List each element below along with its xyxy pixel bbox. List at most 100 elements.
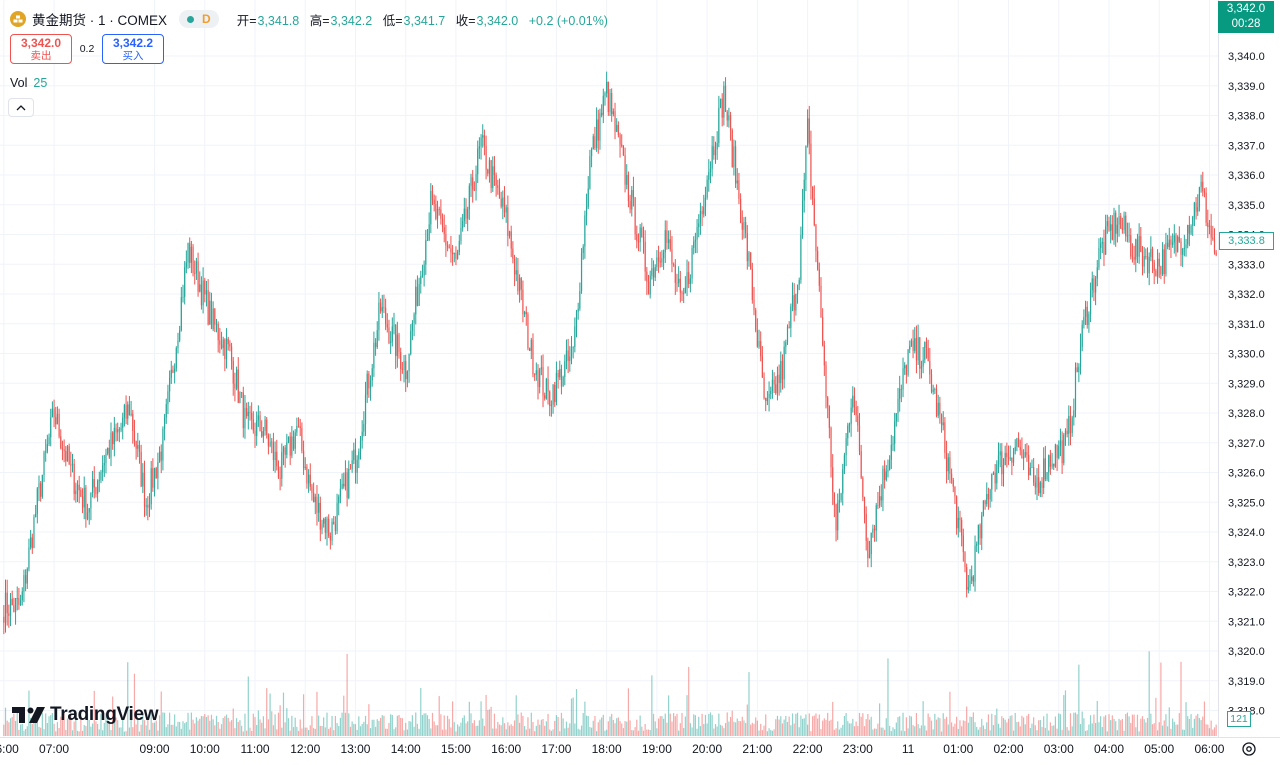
- candle-body: [808, 118, 810, 144]
- market-status-pill[interactable]: D: [179, 10, 219, 28]
- time-tick-label: 20:00: [692, 742, 722, 756]
- price-axis[interactable]: 3,340.03,339.03,338.03,337.03,336.03,335…: [1228, 51, 1265, 718]
- candle-body: [631, 190, 633, 210]
- candle-body: [366, 373, 368, 395]
- candle-body: [1100, 243, 1102, 248]
- volume-bar: [940, 731, 943, 736]
- candle-body: [503, 197, 506, 213]
- collapse-legend-button[interactable]: [8, 98, 34, 117]
- candle-body: [35, 513, 37, 518]
- volume-bar: [468, 701, 470, 736]
- volume-bar: [662, 718, 665, 736]
- candle-body: [1051, 463, 1053, 467]
- volume-bar: [143, 720, 146, 736]
- volume-bar: [388, 722, 390, 736]
- candle-body: [733, 146, 735, 168]
- candle-body: [567, 350, 569, 361]
- sell-button[interactable]: 3,342.0 卖出: [10, 34, 72, 64]
- volume-bar: [920, 725, 923, 736]
- candle-body: [386, 324, 388, 328]
- volume-bar: [668, 695, 670, 736]
- volume-bar: [364, 715, 367, 736]
- candle-body: [637, 240, 640, 243]
- volume-bar: [788, 716, 790, 736]
- candle-body: [396, 334, 398, 356]
- volume-bar: [634, 727, 636, 736]
- price-tick-label: 3,329.0: [1228, 378, 1265, 390]
- volume-bar: [1197, 713, 1199, 736]
- volume-bar: [1073, 712, 1075, 736]
- candle-body: [823, 345, 825, 366]
- volume-bar: [56, 722, 59, 736]
- volume-bar: [291, 715, 293, 736]
- candle-body: [85, 487, 87, 520]
- volume-bar: [326, 712, 328, 736]
- candle-body: [1173, 235, 1175, 243]
- candle-body: [647, 281, 650, 295]
- bar-countdown: 00:28: [1231, 18, 1261, 30]
- price-tick-label: 3,338.0: [1228, 111, 1265, 123]
- candle-body: [363, 424, 365, 432]
- volume-bar: [190, 712, 192, 736]
- volume-bar: [577, 728, 579, 736]
- candle-body: [724, 85, 727, 112]
- price-tick-label: 3,332.0: [1228, 289, 1265, 301]
- volume-bar: [585, 715, 588, 736]
- candle-body: [428, 224, 430, 240]
- candle-body: [626, 174, 628, 185]
- volume-bar: [969, 716, 971, 736]
- chevron-up-icon: [16, 104, 26, 110]
- volume-bar: [847, 721, 849, 736]
- candle-body: [1073, 410, 1075, 418]
- candle-body: [755, 310, 757, 331]
- volume-bar: [369, 728, 372, 736]
- candle-body: [1074, 367, 1077, 411]
- gold-bars-icon[interactable]: [10, 11, 26, 27]
- volume-bar: [518, 722, 521, 736]
- volume-bar: [833, 729, 835, 736]
- candle-body: [1059, 440, 1062, 447]
- volume-bar: [865, 719, 867, 736]
- candle-body: [155, 468, 157, 479]
- candle-body: [493, 166, 496, 176]
- volume-bar: [1101, 726, 1103, 736]
- tradingview-logo[interactable]: TradingView: [12, 704, 159, 726]
- candle-body: [152, 468, 154, 488]
- candle-body: [967, 587, 969, 590]
- gear-icon[interactable]: [1240, 740, 1258, 758]
- volume-bar: [1116, 730, 1118, 736]
- candle-body: [1009, 457, 1011, 459]
- time-axis[interactable]: 06:0007:0009:0010:0011:0012:0013:0014:00…: [0, 742, 1225, 756]
- candle-body: [740, 198, 742, 224]
- volume-bar: [395, 727, 397, 736]
- candle-body: [1024, 452, 1026, 457]
- interval-badge: D: [202, 12, 211, 26]
- volume-bar: [569, 723, 571, 736]
- candle-body: [200, 284, 203, 306]
- volume-bar: [396, 715, 398, 736]
- volume-bar: [1153, 723, 1155, 736]
- volume-bar: [999, 727, 1001, 736]
- candle-body: [507, 207, 509, 237]
- candle-body: [1096, 267, 1098, 279]
- symbol-title[interactable]: 黄金期货 · 1 · COMEX: [32, 13, 168, 28]
- candle-body: [1212, 237, 1214, 239]
- buy-button[interactable]: 3,342.2 买入: [102, 34, 164, 64]
- candle-body: [954, 486, 956, 497]
- candle-body: [674, 265, 676, 283]
- volume-bar: [23, 730, 25, 736]
- candle-body: [659, 261, 661, 263]
- candle-body: [788, 326, 790, 328]
- volume-bar: [1058, 713, 1060, 736]
- candle-body: [482, 135, 484, 138]
- volume-bar: [698, 716, 700, 736]
- time-tick-label: 01:00: [943, 742, 973, 756]
- volume-bar: [750, 724, 752, 736]
- candle-body: [544, 395, 546, 399]
- volume-bar: [1021, 715, 1023, 736]
- candle-body: [599, 112, 601, 141]
- volume-bar: [179, 721, 181, 736]
- volume-bar: [793, 723, 795, 736]
- candle-body: [1185, 244, 1187, 248]
